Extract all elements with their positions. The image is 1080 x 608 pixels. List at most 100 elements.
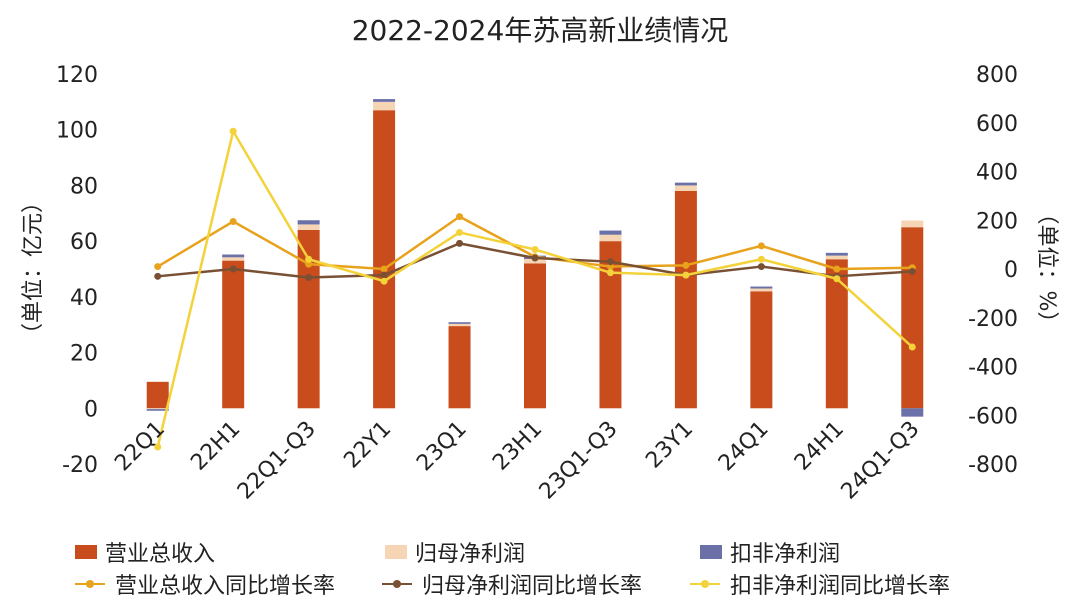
bar-revenue bbox=[222, 260, 245, 409]
legend-item-revenue-growth: 营业总收入同比增长率 bbox=[75, 568, 335, 600]
bar-deducted-profit bbox=[599, 230, 622, 235]
legend-item-net-profit-growth: 归母净利润同比增长率 bbox=[382, 568, 642, 600]
bar-revenue bbox=[750, 291, 773, 409]
legend-label: 扣非净利润同比增长率 bbox=[730, 574, 951, 599]
point-deducted-growth bbox=[229, 127, 237, 135]
chart-title: 2022-2024年苏高新业绩情况 bbox=[352, 14, 729, 47]
bar-deducted-profit bbox=[825, 252, 848, 256]
x-tick-label: 23H1 bbox=[488, 417, 547, 476]
x-tick-label: 23Q1 bbox=[412, 417, 472, 477]
bar-net-profit bbox=[448, 323, 471, 327]
bar-deducted-profit bbox=[373, 99, 396, 102]
bar-deducted-profit bbox=[448, 322, 471, 324]
bar-net-profit bbox=[674, 185, 697, 191]
left-tick-label: 60 bbox=[70, 230, 98, 255]
point-deducted-growth bbox=[154, 443, 162, 451]
point-net-profit-growth bbox=[606, 258, 614, 266]
x-tick-label: 22H1 bbox=[186, 417, 245, 476]
point-revenue-growth bbox=[606, 263, 614, 271]
x-tick-label: 24Q1-Q3 bbox=[837, 417, 925, 505]
point-revenue-growth bbox=[757, 242, 765, 250]
x-tick-label: 22Q1-Q3 bbox=[233, 417, 321, 505]
legend-label: 扣非净利润 bbox=[730, 542, 841, 567]
point-deducted-growth bbox=[908, 343, 916, 351]
legend-item-deducted-profit: 扣非净利润 bbox=[700, 536, 840, 568]
right-tick-label: 400 bbox=[976, 161, 1018, 186]
bar-net-profit bbox=[146, 408, 169, 410]
legend-swatch bbox=[385, 545, 407, 559]
left-tick-label: 20 bbox=[70, 342, 98, 367]
bar-net-profit bbox=[825, 255, 848, 260]
legend-swatch bbox=[700, 545, 722, 559]
point-net-profit-growth bbox=[531, 254, 539, 262]
bar-revenue bbox=[825, 259, 848, 409]
legend-label: 归母净利润同比增长率 bbox=[422, 574, 643, 599]
right-tick-label: -600 bbox=[968, 404, 1018, 429]
left-tick-label: 40 bbox=[70, 286, 98, 311]
bar-revenue bbox=[373, 110, 396, 409]
point-revenue-growth bbox=[154, 263, 162, 271]
right-tick-label: -800 bbox=[968, 453, 1018, 478]
left-tick-label: -20 bbox=[62, 453, 98, 478]
bar-revenue bbox=[599, 241, 622, 409]
point-revenue-growth bbox=[456, 213, 464, 221]
left-tick-label: 100 bbox=[56, 119, 98, 144]
bar-deducted-profit bbox=[222, 254, 245, 258]
legend-label: 营业总收入同比增长率 bbox=[115, 574, 336, 599]
right-tick-label: 600 bbox=[976, 112, 1018, 137]
bar-revenue bbox=[524, 263, 546, 409]
legend-item-net-profit: 归母净利润 bbox=[385, 536, 525, 568]
point-net-profit-growth bbox=[154, 272, 162, 280]
bar-revenue bbox=[901, 227, 924, 409]
point-deducted-growth bbox=[682, 271, 690, 279]
left-tick-label: 0 bbox=[84, 397, 98, 422]
point-net-profit-growth bbox=[229, 265, 237, 273]
x-tick-label: 23Y1 bbox=[641, 417, 698, 474]
bar-deducted-profit bbox=[750, 286, 773, 289]
bar-revenue bbox=[146, 381, 169, 409]
bar-net-profit bbox=[599, 234, 622, 242]
point-deducted-growth bbox=[833, 275, 841, 283]
legend-label: 归母净利润 bbox=[415, 542, 526, 567]
legend-line-swatch bbox=[690, 580, 720, 588]
x-tick-label: 24H1 bbox=[790, 417, 849, 476]
right-axis-label: （单位：%） bbox=[1034, 203, 1059, 334]
point-net-profit-growth bbox=[305, 274, 313, 282]
x-tick-label: 22Y1 bbox=[339, 417, 396, 474]
left-tick-label: 120 bbox=[56, 63, 98, 88]
right-tick-label: -200 bbox=[968, 307, 1018, 332]
right-tick-label: -400 bbox=[968, 356, 1018, 381]
bar-deducted-profit bbox=[146, 409, 169, 411]
legend-swatch bbox=[75, 545, 97, 559]
bar-revenue bbox=[448, 326, 471, 409]
bar-net-profit bbox=[750, 288, 773, 292]
bar-deducted-profit bbox=[901, 408, 924, 417]
point-revenue-growth bbox=[380, 265, 388, 273]
x-tick-label: 24Q1 bbox=[714, 417, 774, 477]
point-net-profit-growth bbox=[908, 267, 916, 275]
legend-label: 营业总收入 bbox=[105, 542, 216, 567]
point-deducted-growth bbox=[456, 228, 464, 236]
bar-deducted-profit bbox=[674, 182, 697, 186]
point-net-profit-growth bbox=[757, 263, 765, 271]
legend: 营业总收入 归母净利润 扣非净利润 营业总收入同比增长率 归母净利润同比增长率 … bbox=[0, 528, 1080, 608]
bar-net-profit bbox=[901, 220, 924, 228]
bar-net-profit bbox=[373, 101, 396, 111]
point-deducted-growth bbox=[380, 277, 388, 285]
legend-item-deducted-growth: 扣非净利润同比增长率 bbox=[690, 568, 950, 600]
left-axis-label: （单位：亿元） bbox=[21, 191, 46, 345]
bar-net-profit bbox=[222, 257, 245, 261]
point-revenue-growth bbox=[682, 261, 690, 269]
legend-line-swatch bbox=[382, 580, 412, 588]
bar-revenue bbox=[674, 191, 697, 409]
left-tick-label: 80 bbox=[70, 174, 98, 199]
point-deducted-growth bbox=[757, 255, 765, 263]
point-net-profit-growth bbox=[380, 271, 388, 279]
x-tick-label: 23Q1-Q3 bbox=[535, 417, 623, 505]
legend-line-swatch bbox=[75, 580, 105, 588]
bar-deducted-profit bbox=[297, 220, 320, 225]
right-tick-label: 200 bbox=[976, 209, 1018, 234]
bar-revenue bbox=[297, 230, 320, 409]
legend-item-revenue: 营业总收入 bbox=[75, 536, 215, 568]
